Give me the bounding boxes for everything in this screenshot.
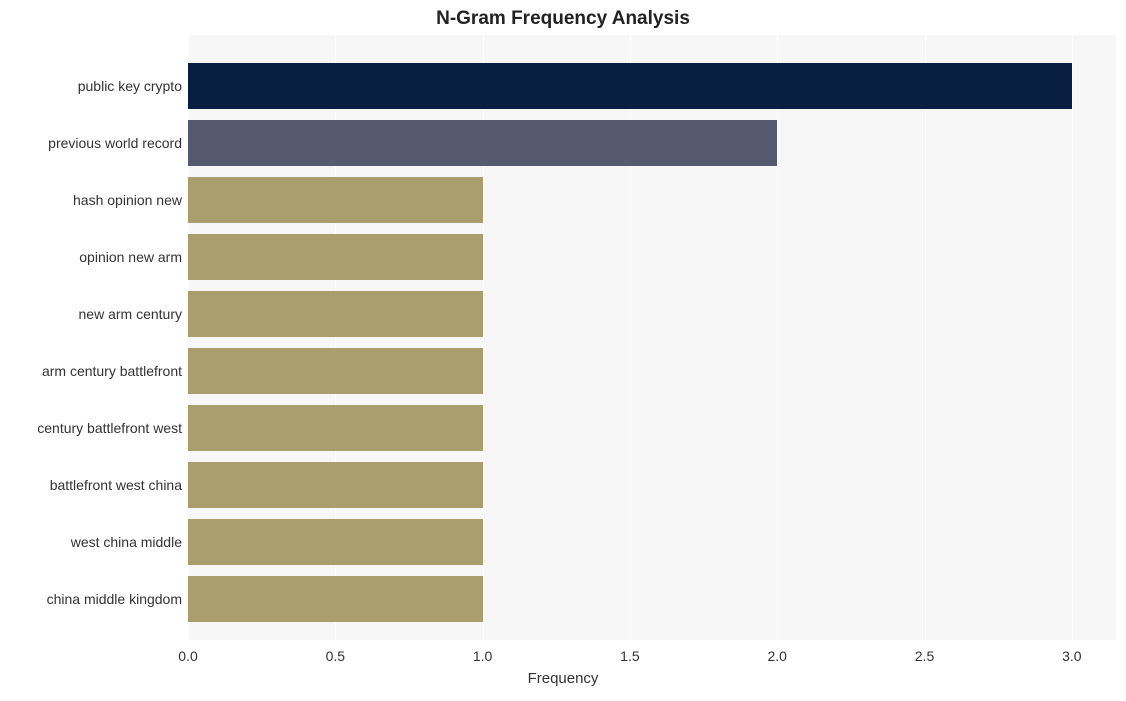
y-tick-label: west china middle (71, 534, 182, 550)
bar (188, 405, 483, 451)
bar (188, 120, 777, 166)
grid-line (1072, 35, 1073, 640)
x-tick-label: 1.5 (620, 648, 639, 664)
grid-line (925, 35, 926, 640)
y-tick-label: new arm century (79, 306, 182, 322)
ngram-chart: N-Gram Frequency Analysis Frequency publ… (0, 0, 1126, 701)
bar (188, 576, 483, 622)
y-tick-label: previous world record (48, 135, 182, 151)
y-tick-label: century battlefront west (37, 420, 182, 436)
x-tick-label: 0.0 (178, 648, 197, 664)
bar (188, 348, 483, 394)
x-tick-label: 2.0 (767, 648, 786, 664)
bar (188, 291, 483, 337)
x-tick-label: 3.0 (1062, 648, 1081, 664)
chart-title: N-Gram Frequency Analysis (0, 8, 1126, 30)
y-tick-label: public key crypto (78, 78, 182, 94)
y-tick-label: hash opinion new (73, 192, 182, 208)
plot-area (188, 35, 1116, 640)
x-axis-label: Frequency (0, 670, 1126, 687)
bar (188, 63, 1072, 109)
y-tick-label: opinion new arm (79, 249, 182, 265)
y-tick-label: arm century battlefront (42, 363, 182, 379)
x-tick-label: 1.0 (473, 648, 492, 664)
bar (188, 462, 483, 508)
bar (188, 519, 483, 565)
bar (188, 177, 483, 223)
bar (188, 234, 483, 280)
x-tick-label: 2.5 (915, 648, 934, 664)
grid-line (777, 35, 778, 640)
y-tick-label: battlefront west china (50, 477, 182, 493)
x-tick-label: 0.5 (326, 648, 345, 664)
y-tick-label: china middle kingdom (47, 591, 182, 607)
